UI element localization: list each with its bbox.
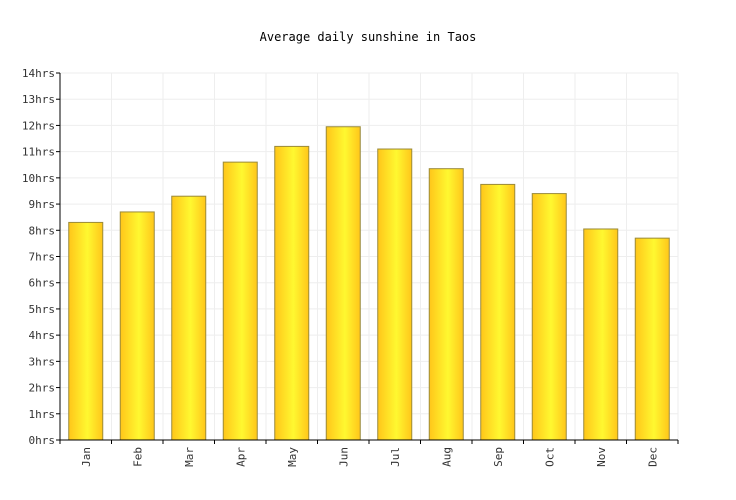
x-tick-label-sep: Sep [492, 447, 505, 467]
y-tick-label: 9hrs [29, 198, 56, 211]
axes [56, 72, 679, 444]
bar-jul [377, 148, 413, 441]
x-tick-labels: Jan Feb Mar Apr May Jun Jul Aug Sep Oct Nov Dec [80, 447, 660, 467]
x-tick-label-may: May [286, 447, 299, 467]
x-tick-label-nov: Nov [595, 447, 608, 467]
x-tick-label-jul: Jul [389, 447, 402, 467]
y-tick-label: 8hrs [29, 224, 56, 237]
grid-lines [59, 72, 679, 441]
y-tick-label: 6hrs [29, 277, 56, 290]
y-tick-label: 5hrs [29, 303, 56, 316]
y-tick-label: 14hrs [22, 67, 55, 80]
bar-mar [171, 195, 207, 441]
bar-jan [68, 221, 104, 441]
bar-apr [222, 161, 258, 441]
bar-nov [583, 228, 619, 441]
x-tick-label-aug: Aug [440, 447, 453, 467]
bar-feb [119, 211, 155, 441]
bar-aug [428, 168, 464, 441]
y-tick-label: 11hrs [22, 146, 55, 159]
bar-dec [634, 237, 670, 441]
y-tick-label: 2hrs [29, 382, 56, 395]
chart-title: Average daily sunshine in Taos [260, 30, 477, 44]
y-tick-label: 10hrs [22, 172, 55, 185]
x-tick-label-jun: Jun [337, 447, 350, 467]
x-tick-label-apr: Apr [234, 447, 247, 467]
y-tick-label: 12hrs [22, 119, 55, 132]
bar-may [274, 145, 310, 441]
x-tick-label-mar: Mar [183, 447, 196, 467]
bar-jun [325, 126, 361, 441]
y-tick-label: 0hrs [29, 434, 56, 447]
bar-sep [480, 183, 516, 441]
x-tick-label-feb: Feb [131, 447, 144, 467]
x-tick-label-oct: Oct [543, 447, 556, 467]
y-tick-label: 1hrs [29, 408, 56, 421]
y-tick-labels: 0hrs 1hrs 2hrs 3hrs 4hrs 5hrs 6hrs 7hrs 8hrs 9hrs… [22, 67, 55, 447]
x-tick-label-jan: Jan [80, 447, 93, 467]
y-tick-label: 4hrs [29, 329, 56, 342]
y-tick-label: 13hrs [22, 93, 55, 106]
y-tick-label: 3hrs [29, 355, 56, 368]
bar-oct [531, 193, 567, 441]
y-tick-label: 7hrs [29, 251, 56, 264]
x-tick-label-dec: Dec [646, 447, 659, 467]
bars [68, 126, 670, 441]
